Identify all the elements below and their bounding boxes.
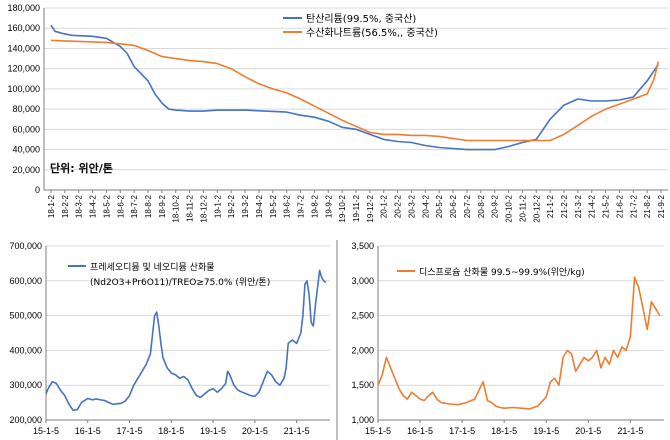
br-chart-y-tick-label: 1,500 [351,380,374,390]
top-legend-label-2: 수산화나트륨(56.5%,, 중국산) [306,27,438,39]
top-chart: 0 20,000 40,000 60,000 80,000 100,000 120,000 1… [7,3,668,223]
top-x-tick-label: 18-1-2 [47,194,56,218]
top-x-tick-label: 19-11-2 [352,194,361,222]
top-y-tick-label: 120,000 [7,64,40,74]
bl-chart-x-tick-label: 15-1-5 [33,426,59,436]
top-x-tick-label: 19-2-2 [227,194,236,218]
top-series-line-2 [50,39,660,142]
br-chart-y-tick-label: 3,000 [351,276,374,286]
bl-chart-x-tick-label: 16-1-5 [75,426,101,436]
top-x-tick-label: 21-6-2 [615,194,624,218]
br-chart-y-tick-label: 1,000 [351,415,374,425]
br-chart-x-tick-label: 19-1-5 [533,426,559,436]
top-y-tick-label: 80,000 [12,104,40,114]
top-y-tick-label: 60,000 [12,124,40,134]
top-x-tick-label: 19-4-2 [255,194,264,218]
top-unit-label: 단위: 위안/톤 [50,161,113,175]
bl-chart-x-tick-label: 21-1-5 [284,426,310,436]
top-x-tick-label: 19-10-2 [338,194,347,222]
top-x-tick-label: 20-9-2 [491,194,500,218]
top-x-tick-label: 19-8-2 [310,194,319,218]
top-x-tick-label: 19-3-2 [241,194,250,218]
bl-chart-y-tick-label: 300,000 [9,380,42,390]
top-x-tick-label: 20-7-2 [463,194,472,218]
bl-chart-y-tick-label: 700,000 [9,241,42,251]
top-x-tick-label: 21-7-2 [629,194,638,218]
top-y-tick-label: 40,000 [12,145,40,155]
top-x-tick-label: 20-11-2 [518,194,527,222]
top-x-tick-label: 21-8-2 [643,194,652,218]
br-chart-x-tick-label: 15-1-5 [365,426,391,436]
top-x-tick-label: 21-1-2 [546,194,555,218]
bl-chart-x-tick-label: 19-1-5 [200,426,226,436]
top-x-tick-label: 20-1-2 [380,194,389,218]
br-chart-y-tick-label: 2,000 [351,345,374,355]
br-chart-series-line [377,276,661,410]
top-y-tick-label: 140,000 [7,43,40,53]
top-x-tick-label: 20-3-2 [407,194,416,218]
top-x-tick-label: 19-5-2 [269,194,278,218]
top-x-tick-label: 19-12-2 [366,194,375,222]
bl-legend-label: 프레세오디뮴 및 네오디뮴 산화물 [90,261,215,273]
top-x-tick-label: 20-12-2 [532,194,541,222]
top-x-tick-label: 18-2-2 [61,194,70,218]
top-x-tick-label: 18-12-2 [199,194,208,222]
top-x-tick-label: 21-2-2 [560,194,569,218]
bl-chart-x-tick-label: 18-1-5 [158,426,184,436]
bl-legend-sublabel: (Nd2O3+Pr6O11)/TREO≥75.0% (위안/톤) [90,277,270,288]
br-chart-x-tick-label: 21-1-5 [617,426,643,436]
bl-chart-y-tick-label: 400,000 [9,345,42,355]
br-chart-x-tick-label: 16-1-5 [407,426,433,436]
br-chart-x-tick-label: 17-1-5 [449,426,475,436]
top-x-tick-label: 18-11-2 [186,194,195,222]
top-x-tick-label: 20-5-2 [435,194,444,218]
br-legend-label: 디스프로슘 산화물 99.5~99.9%(위안/kg) [419,267,585,278]
bl-chart-x-tick-label: 17-1-5 [117,426,143,436]
top-x-tick-label: 21-5-2 [602,194,611,218]
br-chart-y-tick-label: 3,500 [351,241,374,251]
top-x-tick-label: 20-10-2 [505,194,514,222]
top-x-tick-label: 19-7-2 [297,194,306,218]
bl-chart-x-tick-label: 20-1-5 [242,426,268,436]
bl-chart-series-line [45,269,327,412]
bl-chart-y-tick-label: 600,000 [9,276,42,286]
top-x-tick-label: 20-2-2 [394,194,403,218]
top-y-tick-label: 100,000 [7,84,40,94]
top-x-tick-label: 20-6-2 [449,194,458,218]
top-x-tick-label: 18-5-2 [102,194,111,218]
top-y-tick-label: 180,000 [7,3,40,13]
br-chart-y-tick-label: 2,500 [351,311,374,321]
bottom-left-chart: 200,000 300,000 400,000 500,000 600,000 700,0… [9,241,330,436]
top-x-tick-label: 18-10-2 [172,194,181,222]
top-legend-label-1: 탄산리튬(99.5%, 중국산) [306,13,416,25]
top-x-tick-label: 18-8-2 [144,194,153,218]
top-x-tick-label: 18-3-2 [75,194,84,218]
top-x-tick-label: 21-9-2 [657,194,666,218]
top-x-tick-label: 18-4-2 [89,194,98,218]
top-x-tick-label: 18-7-2 [130,194,139,218]
top-x-tick-label: 21-4-2 [588,194,597,218]
top-x-tick-label: 19-1-2 [213,194,222,218]
bl-chart-y-tick-label: 500,000 [9,311,42,321]
top-x-tick-label: 21-3-2 [574,194,583,218]
br-chart-x-tick-label: 18-1-5 [491,426,517,436]
top-series-line-1 [50,24,659,151]
top-y-tick-label: 20,000 [12,165,40,175]
top-x-tick-label: 19-9-2 [324,194,333,218]
top-x-tick-label: 18-6-2 [116,194,125,218]
top-y-tick-label: 160,000 [7,23,40,33]
br-chart-x-tick-label: 20-1-5 [575,426,601,436]
top-x-tick-label: 20-8-2 [477,194,486,218]
top-x-tick-label: 19-6-2 [283,194,292,218]
top-x-tick-label: 18-9-2 [158,194,167,218]
bottom-right-chart: 1,000 1,500 2,000 2,500 3,000 3,500 15-1-5 16-1… [351,241,664,436]
top-y-tick-label: 0 [35,185,40,195]
bl-chart-y-tick-label: 200,000 [9,415,42,425]
top-x-tick-label: 20-4-2 [421,194,430,218]
